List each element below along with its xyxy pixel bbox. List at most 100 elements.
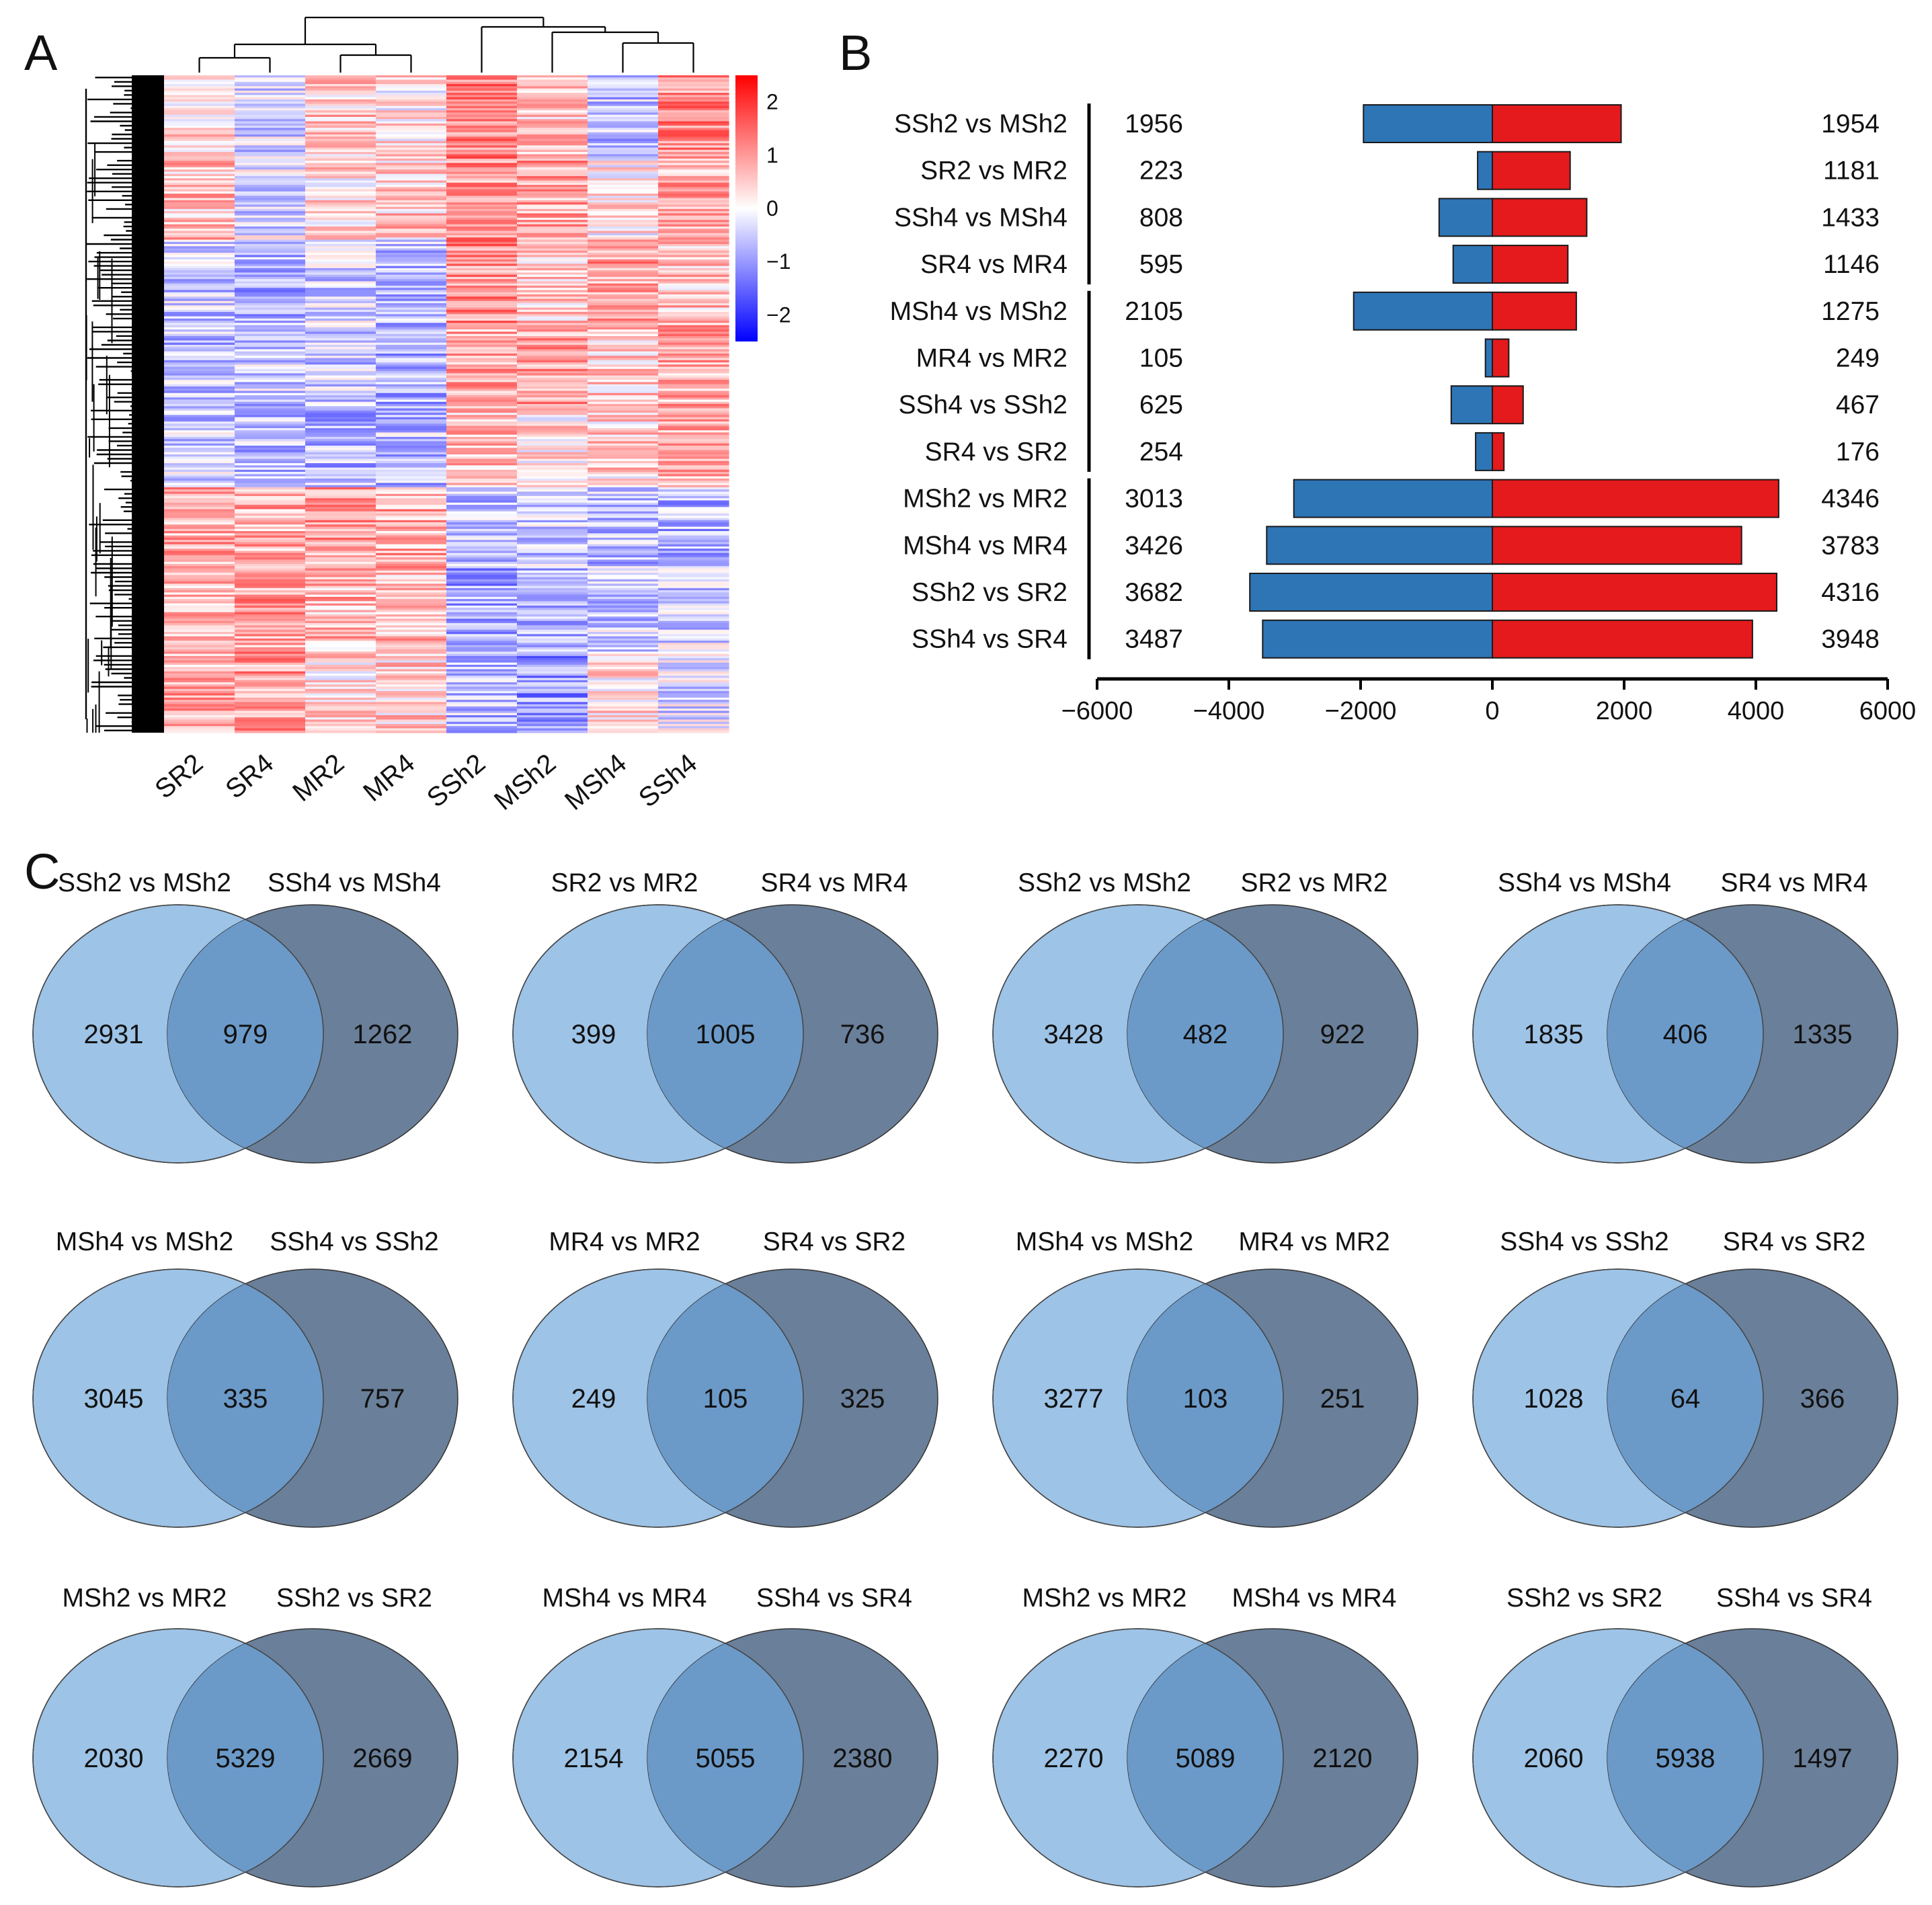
heatmap-cell: [517, 191, 588, 194]
heatmap-cell: [658, 198, 729, 201]
heatmap-cell: [376, 434, 447, 438]
heatmap-cell: [235, 623, 306, 626]
heatmap-cell: [164, 636, 235, 639]
heatmap-cell: [164, 158, 235, 161]
heatmap-cell: [446, 283, 518, 286]
heatmap-cell: [235, 452, 306, 455]
down-bar: [1477, 151, 1494, 190]
heatmap-cell: [517, 182, 588, 186]
heatmap-cell: [446, 715, 518, 718]
heatmap-cell: [235, 658, 306, 661]
heatmap-cell: [588, 156, 659, 159]
heatmap-cell: [376, 130, 447, 133]
heatmap-cell: [235, 664, 306, 667]
heatmap-cell: [446, 158, 518, 161]
heatmap-cell: [164, 478, 235, 481]
venn-left-only-count: 2154: [564, 1744, 624, 1773]
heatmap-cell: [164, 651, 235, 655]
heatmap-cell: [658, 368, 729, 372]
heatmap-cell: [446, 354, 518, 356]
heatmap-cell: [376, 686, 447, 690]
heatmap-cell: [376, 121, 447, 124]
heatmap-cell: [517, 495, 588, 499]
heatmap-cell: [588, 323, 659, 326]
heatmap-cell: [446, 408, 518, 411]
heatmap-cell: [658, 321, 729, 323]
heatmap-cell: [305, 618, 376, 622]
heatmap-cell: [164, 90, 235, 93]
heatmap-cell: [446, 266, 518, 269]
venn-overlap: [1607, 1269, 1763, 1527]
heatmap-cell: [446, 189, 518, 192]
heatmap-cell: [164, 629, 235, 633]
heatmap-cell: [517, 632, 588, 635]
heatmap-cell: [658, 244, 729, 247]
heatmap-cell: [164, 417, 235, 420]
heatmap-cell: [235, 430, 306, 433]
heatmap-cell: [588, 358, 659, 361]
heatmap-cell: [588, 430, 659, 433]
down-count-label: 254: [1139, 438, 1183, 467]
heatmap-cell: [235, 500, 306, 503]
heatmap-cell: [446, 391, 518, 394]
heatmap-cell: [517, 108, 588, 111]
heatmap-cell: [446, 516, 518, 519]
heatmap-cell: [235, 79, 306, 83]
venn-left-title: SSh2 vs MSh2: [1018, 868, 1191, 897]
heatmap-cell: [658, 614, 729, 617]
heatmap-cell: [446, 706, 518, 709]
heatmap-cell: [235, 88, 306, 91]
heatmap-cell: [517, 200, 588, 203]
heatmap-cell: [376, 599, 447, 602]
heatmap-cell: [376, 669, 447, 672]
heatmap-cell: [235, 261, 306, 264]
heatmap-cell: [517, 173, 588, 177]
heatmap-cell: [517, 231, 588, 234]
heatmap-cell: [376, 454, 447, 457]
heatmap-cell: [517, 401, 588, 405]
heatmap-cell: [305, 86, 376, 89]
heatmap-cell: [517, 250, 588, 253]
heatmap-cell: [376, 329, 447, 333]
heatmap-cell: [658, 498, 729, 501]
down-bar: [1249, 573, 1493, 612]
heatmap-cell: [588, 439, 659, 442]
heatmap-cell: [164, 104, 235, 107]
heatmap-cell: [446, 587, 518, 591]
heatmap-cell: [376, 570, 447, 573]
heatmap-cell: [164, 713, 235, 716]
heatmap-cell: [164, 704, 235, 707]
heatmap-cell: [588, 686, 659, 690]
heatmap-cell: [305, 667, 376, 670]
venn-overlap-count: 105: [703, 1384, 748, 1414]
heatmap-cell: [376, 577, 447, 580]
heatmap-cell: [305, 171, 376, 175]
heatmap-cell: [446, 549, 518, 552]
heatmap-cell: [517, 300, 588, 304]
heatmap-cell: [446, 187, 518, 190]
heatmap-cell: [376, 384, 447, 387]
heatmap-cell: [376, 708, 447, 711]
heatmap-cell: [376, 95, 447, 98]
heatmap-cell: [305, 616, 376, 620]
heatmap-cell: [517, 327, 588, 330]
heatmap-cell: [446, 344, 518, 348]
heatmap-cell: [588, 393, 659, 396]
heatmap-cell: [517, 167, 588, 170]
heatmap-cell: [517, 366, 588, 370]
heatmap-cell: [305, 354, 376, 356]
heatmap-cell: [376, 691, 447, 694]
heatmap-cell: [658, 84, 729, 87]
heatmap-cell: [235, 713, 306, 716]
heatmap-cell: [235, 327, 306, 330]
heatmap-cell: [588, 274, 659, 278]
heatmap-cell: [376, 75, 447, 78]
heatmap-cell: [305, 500, 376, 503]
heatmap-cell: [164, 616, 235, 620]
heatmap-cell: [305, 472, 376, 475]
heatmap-cell: [658, 514, 729, 516]
heatmap-cell: [305, 344, 376, 348]
heatmap-cell: [446, 686, 518, 690]
venn-right-only-count: 251: [1320, 1384, 1365, 1414]
heatmap-cell: [164, 465, 235, 469]
